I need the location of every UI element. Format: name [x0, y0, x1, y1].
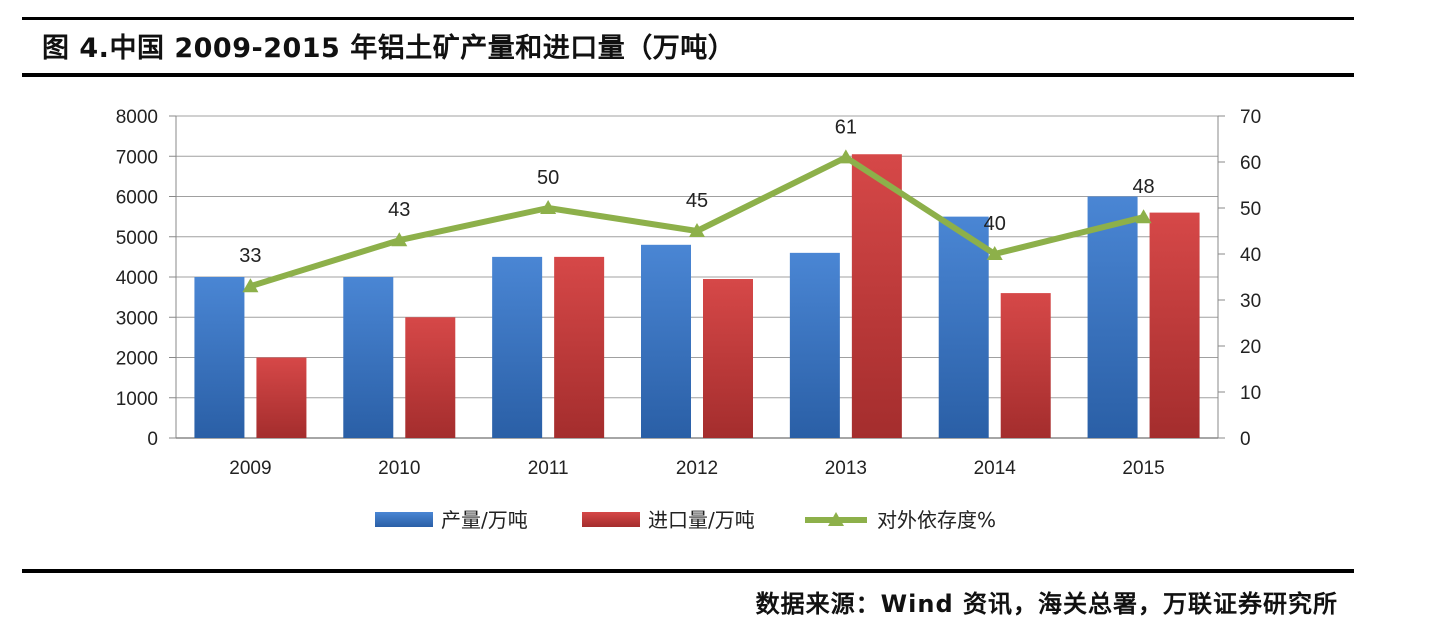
dependence-marker: [1135, 209, 1152, 224]
legend-imports-label: 进口量/万吨: [648, 508, 755, 532]
x-tick-label: 2010: [378, 458, 420, 479]
dependence-marker: [986, 246, 1003, 260]
dependence-data-label: 40: [984, 213, 1006, 235]
y-tick-label: 3000: [116, 308, 158, 329]
y2-tick-label: 50: [1240, 199, 1261, 220]
gridlines: [176, 115, 1218, 439]
dependence-line: 33 43 50 45 61 40 48: [239, 116, 1155, 293]
x-tick-label: 2015: [1122, 458, 1164, 479]
dependence-marker: [540, 200, 557, 214]
y-tick-label: 1000: [116, 389, 158, 410]
bar-production: [1087, 196, 1138, 438]
bar-production: [343, 277, 394, 438]
dependence-data-label: 45: [686, 190, 708, 212]
dependence-marker: [837, 149, 854, 164]
dependence-data-label: 50: [537, 167, 559, 189]
y-tick-label: 8000: [116, 107, 158, 128]
bar-production: [789, 252, 840, 438]
dependence-line-path: [249, 154, 1145, 290]
y2-tick-label: 0: [1240, 429, 1251, 450]
source-note: 数据来源：Wind 资讯，海关总署，万联证券研究所: [755, 590, 1338, 618]
y2-tick-label: 30: [1240, 291, 1261, 312]
bars: [194, 154, 1200, 439]
x-tick-label: 2013: [825, 458, 867, 479]
bar-production: [938, 216, 989, 438]
y-tick-label: 0: [147, 429, 158, 450]
dependence-data-label: 33: [239, 245, 261, 267]
y2-tick-label: 20: [1240, 337, 1261, 358]
dependence-data-label: 61: [835, 116, 857, 138]
y-tick-label: 5000: [116, 228, 158, 249]
dependence-data-label: 43: [388, 199, 410, 221]
bar-imports: [256, 357, 307, 438]
y2-tick-label: 10: [1240, 383, 1261, 404]
bar-imports: [554, 256, 605, 438]
x-tick-label: 2011: [528, 458, 569, 479]
bar-production: [194, 277, 245, 438]
dependence-marker: [242, 278, 259, 293]
x-tick-label: 2012: [676, 458, 718, 479]
dependence-data-label: 48: [1132, 176, 1154, 198]
bar-production: [492, 256, 543, 438]
bar-production: [641, 244, 691, 438]
bar-imports: [1149, 212, 1200, 438]
y2-tick-label: 60: [1240, 153, 1261, 174]
source-top-rule: [22, 569, 1354, 573]
tick-labels: 0 1000 2000 3000 4000 5000 6000 7000 8000 0 10 20 30…: [116, 107, 1261, 479]
legend-production-swatch: [375, 512, 433, 527]
figure-title: 图 4.中国 2009-2015 年铝土矿产量和进口量（万吨）: [42, 33, 736, 64]
x-tick-label: 2009: [229, 458, 271, 479]
y-tick-label: 4000: [116, 268, 158, 289]
y-tick-label: 2000: [116, 349, 158, 370]
bar-imports: [405, 317, 456, 438]
legend-dependence-marker: [828, 512, 844, 526]
y2-tick-label: 40: [1240, 245, 1261, 266]
legend-production-label: 产量/万吨: [441, 508, 528, 532]
title-bottom-rule: [22, 73, 1354, 77]
y2-tick-label: 70: [1240, 107, 1261, 128]
bar-imports: [1000, 293, 1051, 438]
dependence-marker: [689, 223, 705, 237]
legend: 产量/万吨 进口量/万吨 对外依存度%: [375, 508, 996, 532]
x-tick-label: 2014: [974, 458, 1017, 479]
bar-imports: [851, 154, 902, 439]
dependence-marker: [391, 232, 408, 247]
legend-dependence-label: 对外依存度%: [877, 508, 996, 532]
bar-imports: [703, 279, 753, 438]
legend-imports-swatch: [582, 512, 640, 527]
y-tick-label: 7000: [116, 147, 158, 168]
title-top-rule: [22, 17, 1354, 20]
y-tick-label: 6000: [116, 188, 158, 209]
